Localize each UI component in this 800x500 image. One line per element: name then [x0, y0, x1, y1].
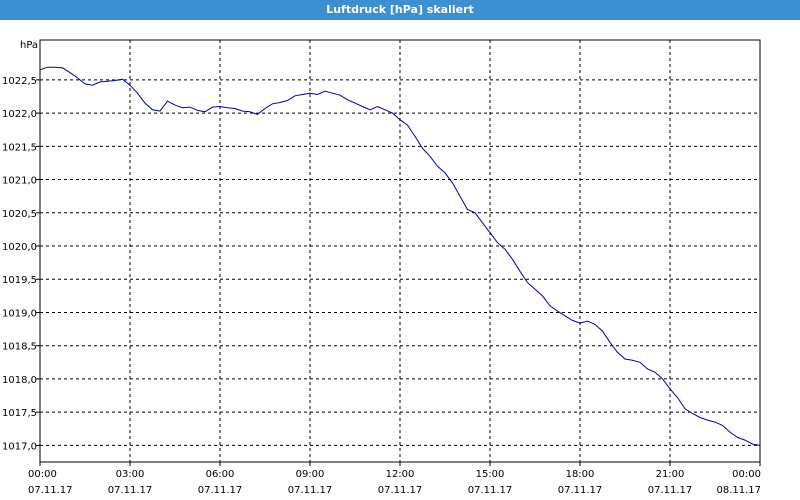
- x-tick-date: 07.11.17: [198, 485, 243, 496]
- y-tick-label: 1021,0: [2, 176, 37, 187]
- x-tick-date: 07.11.17: [468, 485, 513, 496]
- x-tick-time: 09:00: [296, 469, 325, 480]
- x-tick-date: 07.11.17: [288, 485, 333, 496]
- y-tick-label: 1018,0: [2, 375, 37, 386]
- y-tick-label: 1020,5: [2, 209, 37, 220]
- x-tick-date: 08.11.17: [716, 485, 761, 496]
- x-tick-date: 07.11.17: [108, 485, 153, 496]
- plot-frame: [39, 39, 761, 463]
- x-tick-date: 07.11.17: [648, 485, 693, 496]
- y-tick-label: 1022,5: [2, 76, 37, 87]
- y-axis-label: hPa: [20, 40, 38, 51]
- x-tick-date: 07.11.17: [558, 485, 603, 496]
- x-tick-time: 00:00: [28, 469, 57, 480]
- x-tick-time: 03:00: [116, 469, 145, 480]
- x-tick-time: 12:00: [386, 469, 415, 480]
- y-tick-label: 1020,0: [2, 242, 37, 253]
- x-tick-time: 06:00: [206, 469, 235, 480]
- y-tick-label: 1022,0: [2, 109, 37, 120]
- y-tick-label: 1017,0: [2, 441, 37, 452]
- y-tick-label: 1019,5: [2, 275, 37, 286]
- x-tick-time: 15:00: [476, 469, 505, 480]
- x-tick-time: 00:00: [732, 469, 761, 480]
- x-tick-time: 21:00: [656, 469, 685, 480]
- series-line-luftdruck: [39, 66, 761, 446]
- chart-title: Luftdruck [hPa] skaliert: [0, 0, 800, 20]
- y-tick-label: 1019,0: [2, 308, 37, 319]
- y-tick-label: 1021,5: [2, 142, 37, 153]
- y-tick-label: 1017,5: [2, 408, 37, 419]
- x-tick-date: 07.11.17: [28, 485, 73, 496]
- y-tick-label: 1018,5: [2, 342, 37, 353]
- x-tick-date: 07.11.17: [378, 485, 423, 496]
- x-tick-time: 18:00: [566, 469, 595, 480]
